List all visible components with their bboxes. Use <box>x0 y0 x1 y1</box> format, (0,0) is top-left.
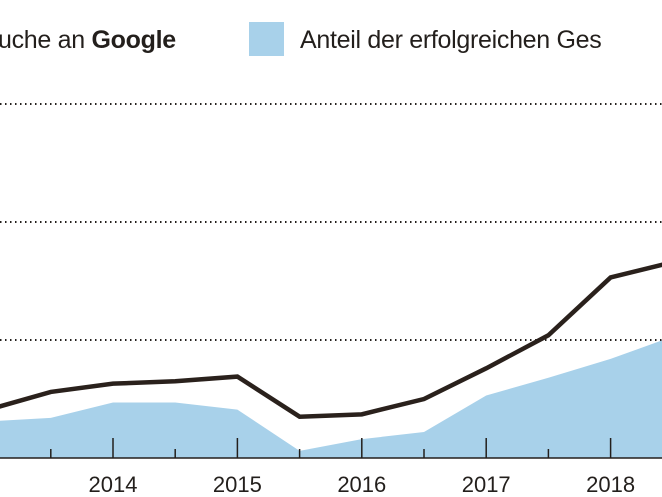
legend-line-label-prefix: uche an <box>0 26 92 54</box>
x-tick-label: 2018 <box>586 472 635 497</box>
x-tick-label: 2014 <box>89 472 138 497</box>
legend: uche an Google Anteil der erfolgreichen … <box>0 22 662 62</box>
x-tick-label: 2015 <box>213 472 262 497</box>
area-series <box>0 340 662 458</box>
legend-line-label: uche an Google <box>0 26 176 55</box>
x-tick-label: 2016 <box>337 472 386 497</box>
line-series <box>0 262 662 419</box>
legend-area-label: Anteil der erfolgreichen Ges <box>300 26 602 54</box>
x-tick-label: 2017 <box>462 472 511 497</box>
legend-line-label-bold: Google <box>91 26 177 54</box>
legend-area-swatch <box>249 22 284 56</box>
